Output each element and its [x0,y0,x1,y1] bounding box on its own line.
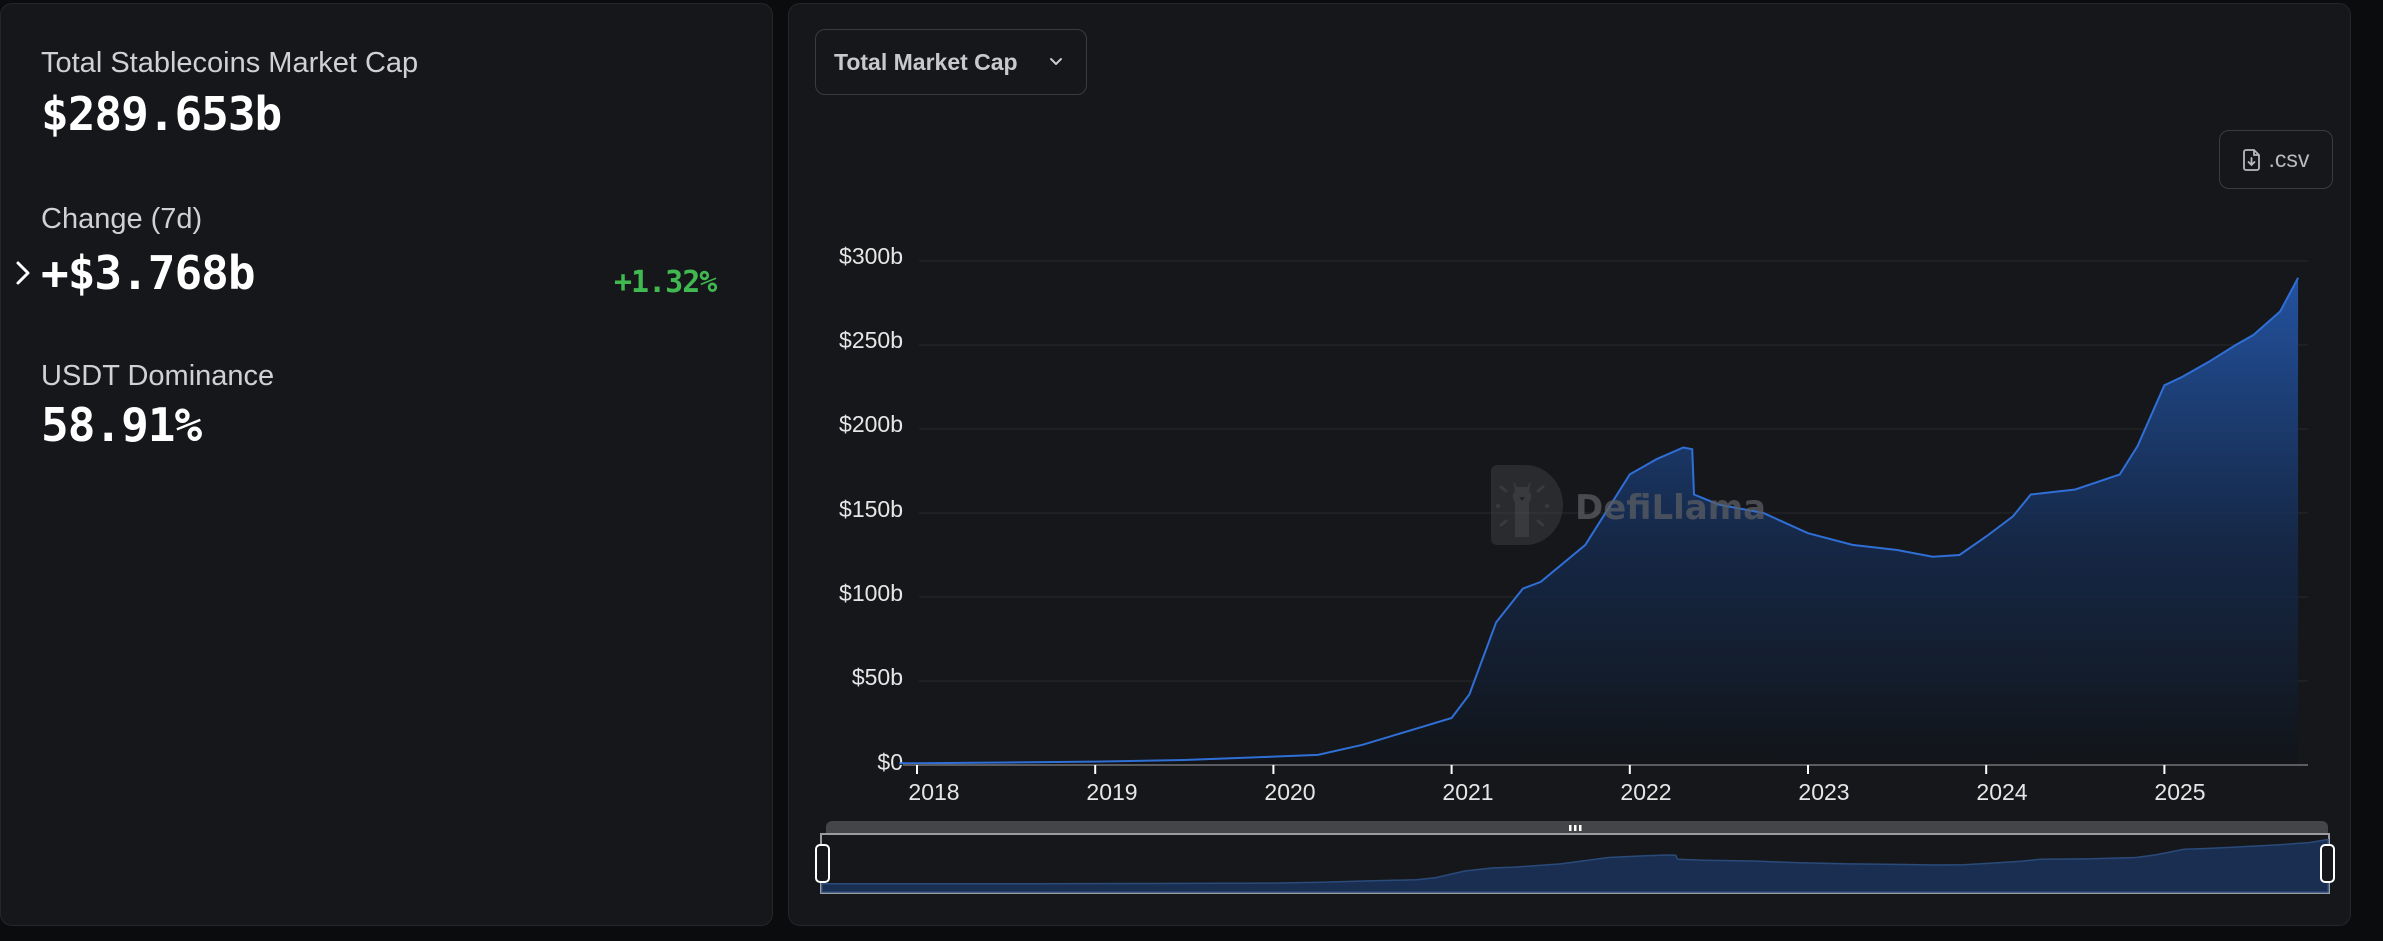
change-7d-percent: +1.32% [614,265,717,300]
total-mcap-value: $289.653b [41,87,282,141]
total-mcap-label: Total Stablecoins Market Cap [41,47,419,79]
slider-mini-area [821,838,2329,893]
csv-label: .csv [2268,146,2310,172]
usdt-dominance-label: USDT Dominance [41,360,275,392]
area-fill [899,277,2299,765]
change-7d-value: +$3.768b [41,246,256,300]
x-tick-2024: 2024 [1976,779,2028,805]
area-line [899,277,2299,765]
y-tick-100b: $100b [839,580,903,606]
x-tick-2020: 2020 [1264,779,1316,805]
chevron-down-icon [1050,58,1062,65]
x-tick-2021: 2021 [1442,779,1494,805]
y-tick-0: $0 [877,749,903,775]
x-tick-2022: 2022 [1620,779,1672,805]
chart-panel [788,3,2351,926]
slider-top-bar [826,821,2328,834]
dropdown-label: Total Market Cap [834,48,1018,75]
y-tick-300b: $300b [839,243,903,269]
slider-right-handle[interactable] [2320,844,2335,883]
x-axis-ticks [916,765,2166,774]
x-tick-2019: 2019 [1086,779,1138,805]
y-tick-50b: $50b [851,664,903,690]
grip-icon [1569,825,1582,831]
chart-type-dropdown[interactable]: Total Market Cap [815,29,1087,95]
y-tick-200b: $200b [839,411,903,437]
file-download-icon [2242,148,2260,171]
summary-panel [0,3,773,926]
download-csv-button[interactable]: .csv [2219,130,2333,189]
x-tick-2018: 2018 [908,779,960,805]
x-tick-2023: 2023 [1798,779,1850,805]
y-tick-150b: $150b [839,496,903,522]
usdt-dominance-value: 58.91% [41,398,202,452]
x-tick-2025: 2025 [2154,779,2206,805]
change-7d-label: Change (7d) [41,203,203,235]
range-slider[interactable] [815,821,2335,894]
slider-left-handle[interactable] [815,844,830,883]
chevron-right-icon[interactable] [12,258,34,288]
y-tick-250b: $250b [839,327,903,353]
